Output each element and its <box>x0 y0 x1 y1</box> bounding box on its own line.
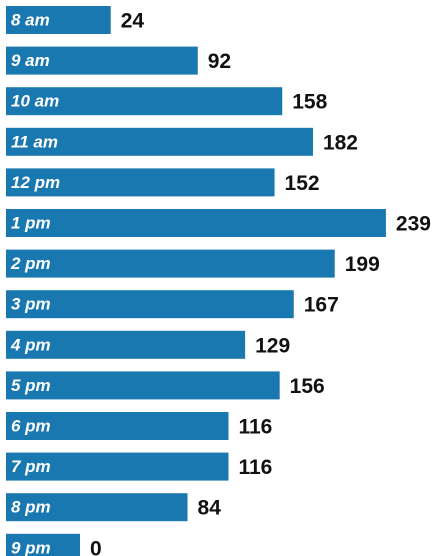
value-label: 92 <box>208 50 231 73</box>
value-label: 24 <box>121 10 145 33</box>
value-label: 158 <box>292 91 327 114</box>
value-label: 156 <box>290 375 325 398</box>
bar <box>6 290 294 319</box>
bar <box>6 46 198 75</box>
bar <box>6 452 229 481</box>
category-label: 3 pm <box>11 295 51 314</box>
bar <box>6 209 386 237</box>
value-label: 129 <box>255 334 290 357</box>
bar <box>6 330 246 359</box>
category-label: 4 pm <box>10 335 51 354</box>
bar <box>6 168 275 197</box>
category-label: 8 am <box>11 10 50 29</box>
value-label: 116 <box>238 416 272 439</box>
category-label: 9 am <box>11 51 50 70</box>
category-label: 8 pm <box>11 498 51 517</box>
value-label: 84 <box>198 497 222 520</box>
category-label: 5 pm <box>11 376 51 395</box>
category-label: 10 am <box>11 92 59 111</box>
category-label: 11 am <box>11 132 58 151</box>
category-label: 12 pm <box>11 173 60 192</box>
bar <box>6 412 229 440</box>
category-label: 9 pm <box>11 538 51 556</box>
value-label: 182 <box>323 131 358 154</box>
value-label: 167 <box>304 294 339 317</box>
value-label: 239 <box>396 213 431 236</box>
category-label: 7 pm <box>11 457 51 476</box>
value-label: 152 <box>285 172 320 195</box>
bar <box>6 533 80 556</box>
bar <box>6 493 188 522</box>
bar <box>6 249 335 278</box>
value-label: 0 <box>90 537 102 556</box>
category-label: 1 pm <box>11 213 51 232</box>
value-label: 116 <box>238 456 272 479</box>
bar <box>6 127 313 156</box>
value-label: 199 <box>345 253 380 276</box>
bar <box>6 87 283 116</box>
category-label: 2 pm <box>10 254 51 273</box>
bar <box>6 371 280 400</box>
bar <box>6 6 111 34</box>
category-label: 6 pm <box>11 416 51 435</box>
